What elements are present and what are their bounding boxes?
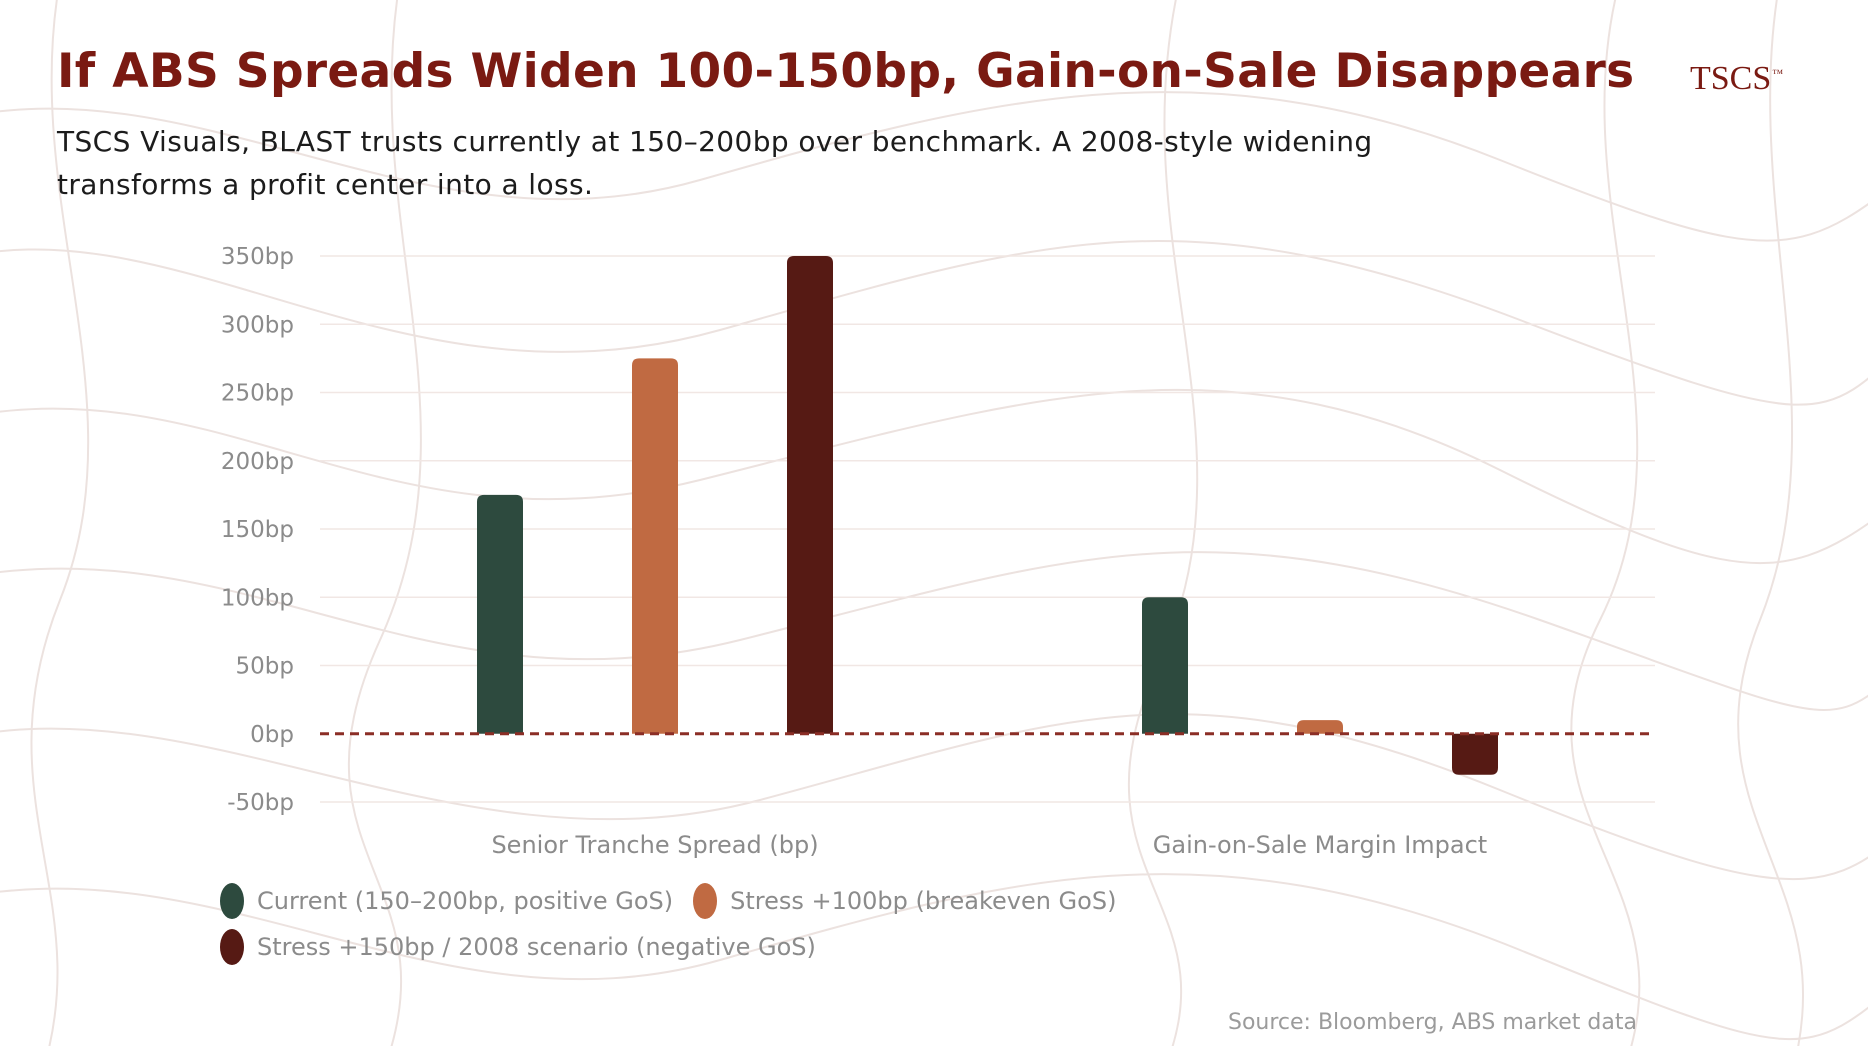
brand-logo: TSCS™ <box>1690 60 1783 98</box>
bar-stress100-senior-tranche <box>632 358 678 734</box>
y-axis-ticks: -50bp 0bp 50bp 100bp 150bp 200bp 250bp 300bp 350… <box>221 244 294 816</box>
legend-swatch-stress-100 <box>693 883 718 919</box>
legend-swatch-current <box>220 883 244 919</box>
y-tick-label: 200bp <box>221 449 294 475</box>
y-tick-label: 50bp <box>236 654 294 680</box>
y-tick-label: 150bp <box>221 517 294 543</box>
legend-label-stress-100: Stress +100bp (breakeven GoS) <box>730 887 1117 915</box>
source-note: Source: Bloomberg, ABS market data <box>1228 1010 1637 1035</box>
legend-item-stress-100: Stress +100bp (breakeven GoS) <box>693 883 1116 919</box>
bar-stress150-senior-tranche <box>787 256 833 734</box>
bar-stress100-gain-on-sale <box>1297 720 1343 734</box>
y-tick-label: 300bp <box>221 312 294 338</box>
logo-text: TSCS <box>1690 60 1772 97</box>
gridlines <box>320 255 1655 803</box>
y-tick-label: -50bp <box>227 790 294 816</box>
legend-item-stress-150: Stress +150bp / 2008 scenario (negative … <box>220 929 816 965</box>
x-axis-categories: Senior Tranche Spread (bp) Gain-on-Sale M… <box>491 831 1487 859</box>
legend-item-current: Current (150–200bp, positive GoS) <box>220 883 673 919</box>
y-tick-label: 350bp <box>221 244 294 270</box>
chart-subtitle: TSCS Visuals, BLAST trusts currently at … <box>57 125 1373 201</box>
trademark-mark: ™ <box>1772 67 1784 80</box>
legend-swatch-stress-150 <box>220 929 244 965</box>
bar-current-senior-tranche <box>477 494 523 734</box>
legend-label-stress-150: Stress +150bp / 2008 scenario (negative … <box>257 933 816 961</box>
bars <box>477 256 1498 775</box>
bar-current-gain-on-sale <box>1142 597 1188 734</box>
x-category-label: Senior Tranche Spread (bp) <box>491 831 818 859</box>
y-tick-label: 250bp <box>221 381 294 407</box>
x-category-label: Gain-on-Sale Margin Impact <box>1153 831 1487 859</box>
y-tick-label: 0bp <box>250 722 294 748</box>
legend-label-current: Current (150–200bp, positive GoS) <box>257 887 674 915</box>
y-tick-label: 100bp <box>221 585 294 611</box>
legend: Current (150–200bp, positive GoS) Stress… <box>220 878 1136 970</box>
bar-stress150-gain-on-sale <box>1452 733 1498 775</box>
chart-title: If ABS Spreads Widen 100-150bp, Gain-on-… <box>57 44 1635 99</box>
